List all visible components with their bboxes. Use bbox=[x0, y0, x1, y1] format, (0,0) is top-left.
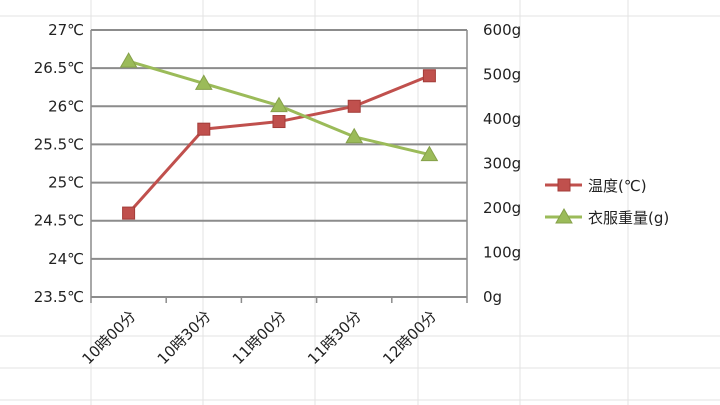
clothes-weight-legend-label: 衣服重量(g) bbox=[588, 209, 669, 227]
left-tick-label: 23.5℃ bbox=[34, 288, 84, 306]
temperature-point bbox=[422, 69, 436, 83]
right-tick-label: 400g bbox=[483, 110, 521, 128]
x-tick-label: 10時30分 bbox=[154, 307, 215, 368]
left-tick-label: 25.5℃ bbox=[34, 135, 84, 153]
right-axis-ticks: 0g 100g 200g 300g 400g 500g 600g bbox=[483, 21, 521, 306]
temperature-point bbox=[347, 99, 361, 113]
clothes-weight-point bbox=[194, 74, 213, 90]
legend: 温度(℃) 衣服重量(g) bbox=[545, 177, 669, 227]
right-tick-label: 100g bbox=[483, 244, 521, 262]
right-tick-label: 200g bbox=[483, 199, 521, 217]
left-tick-label: 27℃ bbox=[48, 21, 84, 39]
right-tick-label: 600g bbox=[483, 21, 521, 39]
x-tick-label: 11時00分 bbox=[229, 307, 290, 368]
x-tick-label: 10時00分 bbox=[78, 307, 139, 368]
chart-gridlines bbox=[91, 29, 467, 298]
right-tick-label: 0g bbox=[483, 288, 502, 306]
left-tick-label: 24℃ bbox=[48, 250, 84, 268]
temperature-legend-label: 温度(℃) bbox=[588, 177, 647, 195]
x-tick-label: 12時00分 bbox=[379, 307, 440, 368]
clothes-weight-point bbox=[119, 52, 138, 68]
right-tick-label: 500g bbox=[483, 66, 521, 84]
clothes-weight-point bbox=[345, 127, 364, 144]
temperature-legend-marker bbox=[557, 178, 571, 192]
clothes-weight-point bbox=[420, 145, 439, 162]
left-tick-label: 24.5℃ bbox=[34, 212, 84, 230]
series-layer bbox=[119, 52, 439, 220]
temperature-point bbox=[272, 115, 286, 129]
chart-axes bbox=[90, 30, 468, 298]
left-axis-ticks: 23.5℃ 24℃ 24.5℃ 25℃ 25.5℃ 26℃ 26.5℃ 27℃ bbox=[34, 21, 84, 306]
x-axis-ticks: 10時00分 10時30分 11時00分 11時30分 12時00分 bbox=[78, 297, 468, 368]
clothes-weight-legend-marker bbox=[555, 207, 573, 224]
left-tick-label: 25℃ bbox=[48, 174, 84, 192]
left-tick-label: 26.5℃ bbox=[34, 59, 84, 77]
right-tick-label: 300g bbox=[483, 155, 521, 173]
clothes-weight-point bbox=[270, 96, 288, 113]
left-tick-label: 26℃ bbox=[48, 97, 84, 115]
temperature-point bbox=[122, 206, 136, 220]
x-tick-label: 11時30分 bbox=[304, 307, 365, 368]
temperature-point bbox=[197, 122, 211, 136]
